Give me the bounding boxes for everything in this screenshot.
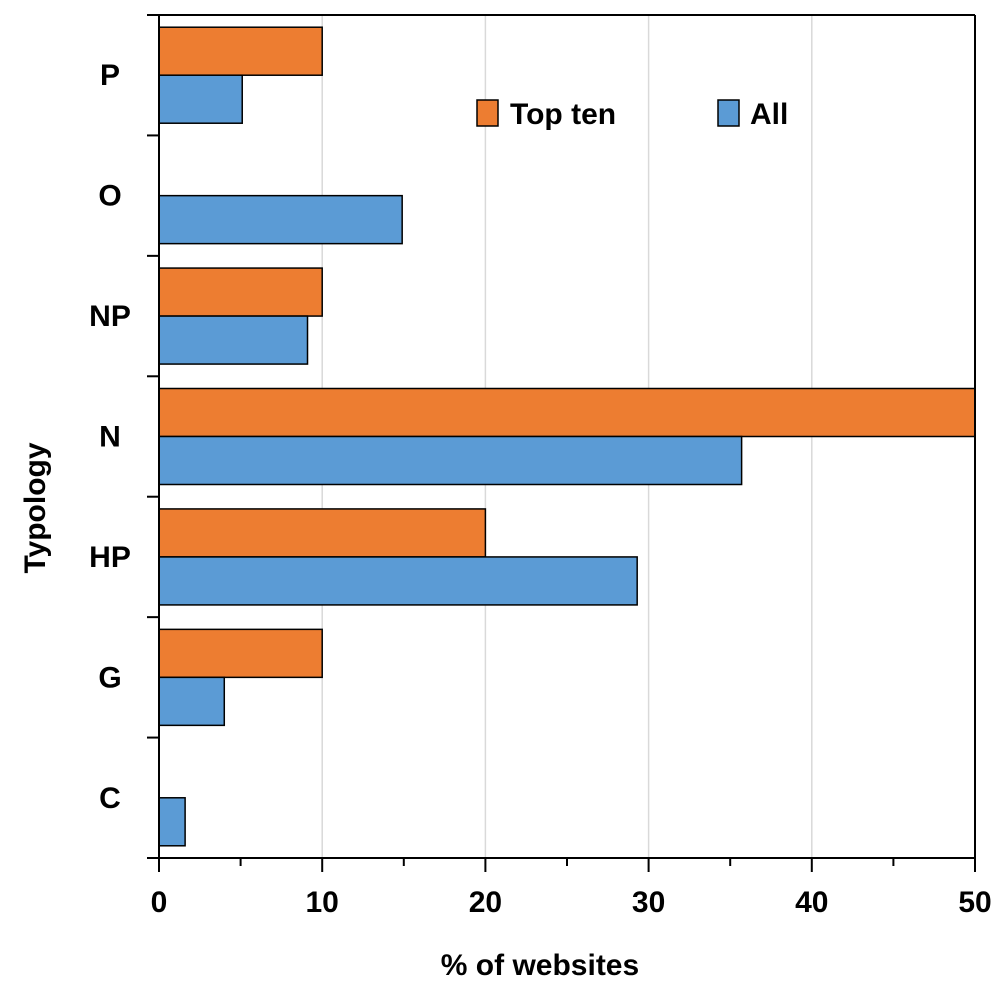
x-tick-labels: 0 10 20 30 40 50 xyxy=(151,886,992,919)
bar-n-top-ten xyxy=(158,387,976,438)
bar-o-all xyxy=(158,194,403,245)
x-tick-label-10: 10 xyxy=(306,886,339,919)
x-tick-label-30: 30 xyxy=(632,886,665,919)
legend: Top ten All xyxy=(476,98,788,131)
bar-np-all xyxy=(158,315,309,365)
category-label-n: N xyxy=(99,421,121,454)
legend-label-all: All xyxy=(750,98,788,131)
category-label-o: O xyxy=(98,180,121,213)
bar-p-top-ten xyxy=(158,26,323,76)
bar-g-all xyxy=(158,676,226,727)
legend-swatch-all xyxy=(717,99,740,127)
bar-hp-top-ten xyxy=(158,508,487,558)
x-ticks xyxy=(158,858,976,872)
bars xyxy=(158,26,976,847)
bar-n-all xyxy=(158,435,743,486)
category-label-c: C xyxy=(99,782,121,815)
bar-c-all xyxy=(158,797,186,847)
bar-g-top-ten xyxy=(158,628,323,679)
y-axis-title: Typology xyxy=(19,442,52,573)
legend-label-top-ten: Top ten xyxy=(510,98,616,131)
x-tick-label-0: 0 xyxy=(151,886,168,919)
y-ticks xyxy=(147,14,159,859)
category-label-np: NP xyxy=(89,300,131,333)
bar-p-all xyxy=(158,74,243,124)
bar-hp-all xyxy=(158,556,638,606)
x-tick-label-20: 20 xyxy=(469,886,502,919)
category-label-p: P xyxy=(100,59,120,92)
bar-np-top-ten xyxy=(158,267,323,317)
legend-swatch-top-ten xyxy=(476,99,499,127)
x-tick-label-50: 50 xyxy=(958,886,991,919)
category-labels: P O NP N HP G C xyxy=(89,59,131,815)
x-tick-label-40: 40 xyxy=(795,886,828,919)
x-axis-title: % of websites xyxy=(441,949,639,981)
category-label-g: G xyxy=(98,661,121,694)
category-label-hp: HP xyxy=(89,541,131,574)
